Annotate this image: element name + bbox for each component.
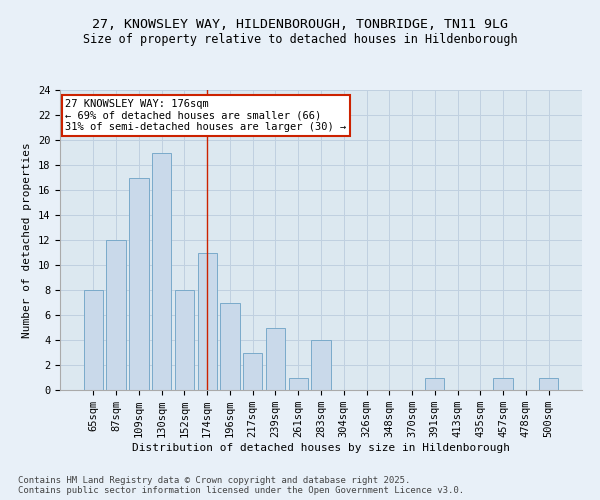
Bar: [266, 328, 285, 390]
Bar: [84, 290, 103, 390]
Text: Contains HM Land Registry data © Crown copyright and database right 2025.
Contai: Contains HM Land Registry data © Crown c…: [18, 476, 464, 495]
Bar: [152, 152, 172, 390]
Bar: [425, 378, 445, 390]
X-axis label: Distribution of detached houses by size in Hildenborough: Distribution of detached houses by size …: [132, 443, 510, 453]
Bar: [220, 302, 239, 390]
Bar: [243, 352, 262, 390]
Bar: [197, 252, 217, 390]
Bar: [129, 178, 149, 390]
Text: 27 KNOWSLEY WAY: 176sqm
← 69% of detached houses are smaller (66)
31% of semi-de: 27 KNOWSLEY WAY: 176sqm ← 69% of detache…: [65, 99, 346, 132]
Text: 27, KNOWSLEY WAY, HILDENBOROUGH, TONBRIDGE, TN11 9LG: 27, KNOWSLEY WAY, HILDENBOROUGH, TONBRID…: [92, 18, 508, 30]
Y-axis label: Number of detached properties: Number of detached properties: [22, 142, 32, 338]
Bar: [539, 378, 558, 390]
Bar: [175, 290, 194, 390]
Bar: [493, 378, 513, 390]
Bar: [289, 378, 308, 390]
Text: Size of property relative to detached houses in Hildenborough: Size of property relative to detached ho…: [83, 32, 517, 46]
Bar: [106, 240, 126, 390]
Bar: [311, 340, 331, 390]
